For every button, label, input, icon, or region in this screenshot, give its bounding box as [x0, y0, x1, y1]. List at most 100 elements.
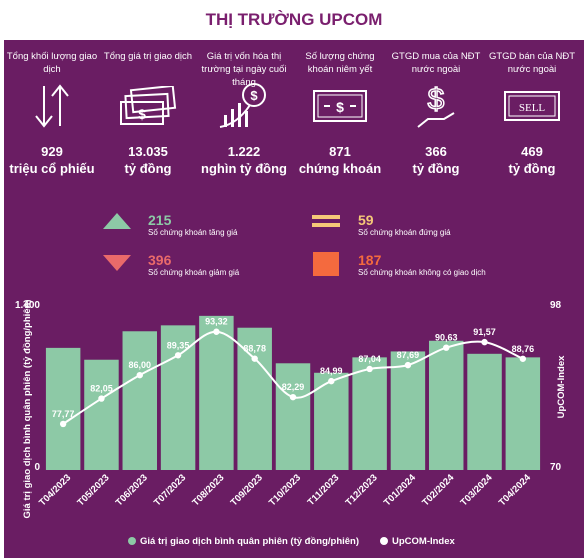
x-tick-label: T05/2023: [75, 472, 111, 508]
equals-icon: [312, 215, 340, 227]
index-point-T12/2023: [366, 365, 373, 373]
index-point-T08/2023: [213, 328, 220, 335]
stat-foreign-buy: GTGD mua của NĐT nước ngoài $ 366 tỷ đồn…: [388, 50, 484, 177]
y-right-tick-label: 70: [550, 462, 562, 473]
breadth-label: Số chứng khoán đứng giá: [358, 228, 451, 237]
breadth-value: 187: [358, 252, 382, 268]
index-point-T09/2023: [251, 355, 258, 362]
banknote-icon: $: [292, 78, 388, 134]
stat-listed: Số lượng chứng khoán niêm yết $ 871 chứn…: [292, 50, 388, 177]
x-tick-label: T12/2023: [344, 472, 380, 508]
index-point-T11/2023: [328, 377, 335, 385]
index-value-label: 86,00: [129, 360, 152, 370]
sell-sign-icon: SELL: [484, 78, 580, 134]
stat-unit: triệu cổ phiếu: [9, 161, 95, 176]
x-tick-label: T04/2024: [497, 472, 534, 509]
x-tick-label: T01/2024: [382, 472, 419, 509]
index-value-label: 93,32: [205, 317, 228, 327]
stat-unit: nghìn tỷ đồng: [201, 161, 287, 176]
svg-text:$: $: [250, 88, 258, 103]
dollar-hand-icon: $: [388, 78, 484, 134]
growth-coin-icon: $: [196, 78, 292, 134]
x-tick-label: T09/2023: [229, 472, 265, 508]
stat-unit: tỷ đồng: [412, 161, 460, 176]
stat-foreign-sell: GTGD bán của NĐT nước ngoài SELL 469 tỷ …: [484, 50, 580, 177]
stat-label: Tổng giá trị giao dịch: [103, 51, 193, 62]
index-value-label: 87,69: [397, 350, 420, 360]
stat-trade-value: Tổng giá trị giao dịch $ 13.035 tỷ đồng: [100, 50, 196, 177]
x-tick-label: T02/2024: [420, 472, 457, 509]
index-point-T04/2023: [59, 420, 67, 428]
stat-label: Số lượng chứng khoán niêm yết: [305, 51, 375, 75]
index-point-T03/2024: [481, 338, 488, 346]
y-right-tick-label: 98: [550, 300, 562, 311]
stat-label: Tổng khối lượng giao dịch: [6, 51, 98, 75]
bar-T12/2023: [352, 357, 387, 470]
stat-value: 1.222: [227, 144, 261, 159]
page-title: THỊ TRƯỜNG UPCOM: [205, 10, 383, 29]
stat-market-cap: Giá trị vốn hóa thị trường tại ngày cuối…: [196, 50, 292, 177]
stat-value: 871: [329, 144, 351, 159]
index-point-T07/2023: [174, 352, 182, 359]
y-left-tick-label: 1.400: [15, 300, 40, 311]
y-left-axis-title: Giá trị giao dịch bình quân phiên (tỷ đồ…: [22, 299, 33, 518]
bar-T06/2023: [122, 331, 158, 470]
bar-T05/2023: [84, 359, 119, 470]
stat-unit: chứng khoán: [298, 161, 382, 176]
index-point-T10/2023: [289, 393, 297, 401]
index-value-label: 88,78: [243, 344, 266, 354]
index-value-label: 82,05: [90, 384, 113, 394]
index-point-T02/2024: [443, 344, 450, 351]
stat-value: 13.035: [128, 144, 168, 159]
bar-T04/2024: [505, 357, 541, 470]
index-value-label: 91,57: [473, 327, 496, 337]
legend-bar-label: Giá trị giao dịch bình quân phiên (tỷ đồ…: [140, 536, 359, 547]
bar-T10/2023: [275, 363, 311, 470]
bar-T09/2023: [237, 327, 272, 470]
triangle-down-icon: [103, 255, 131, 271]
stat-value: 469: [521, 144, 543, 159]
breadth-label: Số chứng khoán không có giao dịch: [358, 268, 486, 277]
trading-chart: 77,77 82,05 86,00 89,35 93,32 88,78 82,29 84,99…: [15, 299, 567, 547]
index-point-T04/2024: [519, 355, 527, 362]
index-value-label: 77,77: [52, 409, 75, 419]
stat-label: Giá trị vốn hóa thị trường tại ngày cuối…: [201, 51, 287, 88]
stat-label: GTGD mua của NĐT nước ngoài: [391, 51, 481, 75]
y-right-axis-title: UpCOM-Index: [556, 355, 567, 419]
breadth-value: 215: [148, 212, 172, 228]
triangle-up-icon: [103, 213, 131, 229]
breadth-label: Số chứng khoán tăng giá: [148, 228, 238, 237]
infographic-panel: Tổng khối lượng giao dịch 929 triệu cổ p…: [4, 40, 584, 558]
square-icon: [313, 252, 339, 276]
stat-value: 366: [425, 144, 447, 159]
index-value-label: 90,63: [435, 333, 458, 343]
x-tick-label: T10/2023: [267, 472, 303, 508]
svg-text:SELL: SELL: [519, 102, 546, 114]
legend-bar-marker: [128, 537, 136, 545]
bar-T01/2024: [390, 351, 426, 470]
index-value-label: 89,35: [167, 340, 190, 350]
index-value-label: 82,29: [282, 382, 305, 392]
bar-T11/2023: [314, 372, 349, 470]
index-value-label: 87,04: [358, 354, 381, 364]
index-value-label: 84,99: [320, 366, 343, 376]
x-tick-label: T03/2024: [458, 472, 495, 509]
svg-text:$: $: [138, 106, 146, 122]
breadth-value: 59: [358, 212, 374, 228]
stat-label: GTGD bán của NĐT nước ngoài: [488, 51, 576, 75]
stat-volume: Tổng khối lượng giao dịch 929 triệu cổ p…: [4, 50, 100, 177]
x-tick-label: T04/2023: [37, 472, 73, 508]
breadth-value: 396: [148, 252, 172, 268]
stat-unit: tỷ đồng: [124, 161, 172, 176]
stat-unit: tỷ đồng: [508, 161, 556, 176]
index-point-T06/2023: [136, 371, 143, 379]
banknotes-icon: $: [100, 78, 196, 134]
x-tick-label: T07/2023: [152, 472, 188, 508]
x-tick-label: T06/2023: [114, 472, 150, 508]
breadth-label: Số chứng khoán giảm giá: [148, 268, 240, 277]
bar-T08/2023: [199, 315, 234, 470]
bar-T02/2024: [428, 340, 464, 470]
legend-line-marker: [380, 537, 388, 545]
legend-line-label: UpCOM-Index: [392, 536, 456, 547]
index-point-T05/2023: [98, 395, 105, 402]
